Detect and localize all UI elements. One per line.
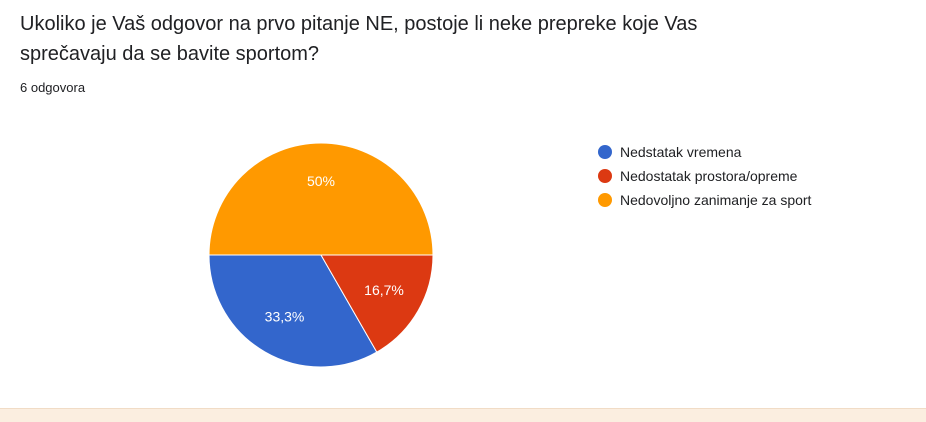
pie-labels: 33,3% 16,7% 50% — [265, 173, 404, 325]
pie-slice-label-3: 50% — [307, 173, 335, 189]
question-title: Ukoliko je Vaš odgovor na prvo pitanje N… — [20, 13, 698, 65]
pie-slice-2[interactable] — [320, 254, 434, 353]
legend-swatch-icon — [598, 145, 612, 159]
response-summary-card: Ukoliko je Vaš odgovor na prvo pitanje N… — [20, 13, 812, 368]
pie-slices — [208, 142, 434, 368]
legend-label: Nedostatak prostora/opreme — [620, 168, 798, 184]
pie-slice-3[interactable] — [208, 142, 434, 256]
pie-slice-1[interactable] — [208, 254, 378, 368]
legend-swatch-icon — [598, 193, 612, 207]
legend-item-3[interactable]: Nedovoljno zanimanje za sport — [598, 188, 811, 212]
pie-slice-label-1: 33,3% — [265, 309, 305, 325]
pie-chart: 33,3% 16,7% 50% — [208, 142, 434, 368]
legend-label: Nedstatak vremena — [620, 144, 742, 160]
pie-slice-label-2: 16,7% — [364, 282, 404, 298]
chart-legend: Nedstatak vremena Nedostatak prostora/opr… — [598, 140, 811, 212]
legend-item-1[interactable]: Nedstatak vremena — [598, 140, 811, 164]
legend-label: Nedovoljno zanimanje za sport — [620, 192, 812, 208]
legend-item-2[interactable]: Nedostatak prostora/opreme — [598, 164, 811, 188]
response-count: 6 odgovora — [20, 80, 86, 95]
legend-swatch-icon — [598, 169, 612, 183]
next-card-edge — [0, 408, 926, 422]
